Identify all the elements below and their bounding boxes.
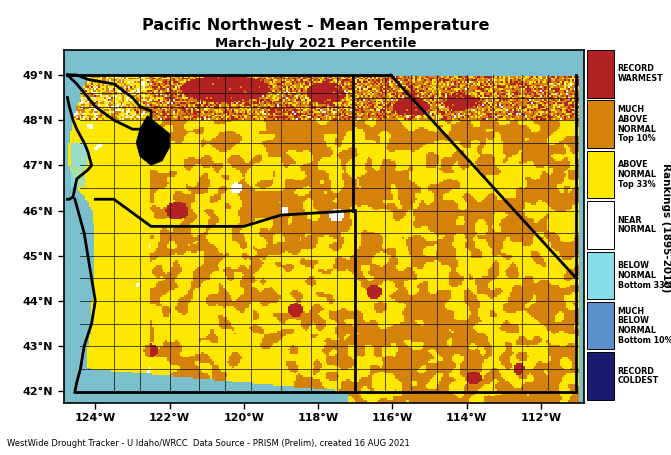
Bar — [587, 252, 614, 299]
Bar — [587, 101, 614, 148]
Text: RECORD
WARMEST: RECORD WARMEST — [618, 65, 664, 83]
Bar — [71, 165, 84, 186]
Bar — [587, 201, 614, 249]
Text: NEAR
NORMAL: NEAR NORMAL — [618, 216, 657, 234]
Text: MUCH
ABOVE
NORMAL
Top 10%: MUCH ABOVE NORMAL Top 10% — [618, 105, 657, 143]
Text: Rankings (1895-2010): Rankings (1895-2010) — [662, 163, 671, 292]
Bar — [587, 302, 614, 349]
Bar — [71, 143, 86, 165]
Polygon shape — [136, 116, 170, 165]
Text: BELOW
NORMAL
Bottom 33%: BELOW NORMAL Bottom 33% — [618, 261, 671, 289]
Text: Pacific Northwest - Mean Temperature: Pacific Northwest - Mean Temperature — [142, 18, 489, 32]
Bar — [587, 50, 614, 98]
Text: WestWide Drought Tracker - U Idaho/WRCC  Data Source - PRISM (Prelim), created 1: WestWide Drought Tracker - U Idaho/WRCC … — [7, 439, 409, 448]
Bar — [587, 151, 614, 198]
Text: March-July 2021 Percentile: March-July 2021 Percentile — [215, 37, 416, 50]
Text: MUCH
BELOW
NORMAL
Bottom 10%: MUCH BELOW NORMAL Bottom 10% — [618, 307, 671, 345]
Text: RECORD
COLDEST: RECORD COLDEST — [618, 367, 659, 385]
Text: ABOVE
NORMAL
Top 33%: ABOVE NORMAL Top 33% — [618, 160, 657, 189]
Bar — [587, 352, 614, 400]
